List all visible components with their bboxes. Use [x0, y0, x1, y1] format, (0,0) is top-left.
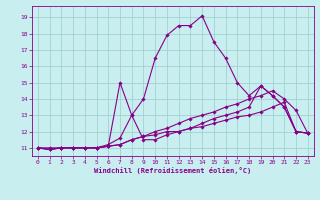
- X-axis label: Windchill (Refroidissement éolien,°C): Windchill (Refroidissement éolien,°C): [94, 167, 252, 174]
